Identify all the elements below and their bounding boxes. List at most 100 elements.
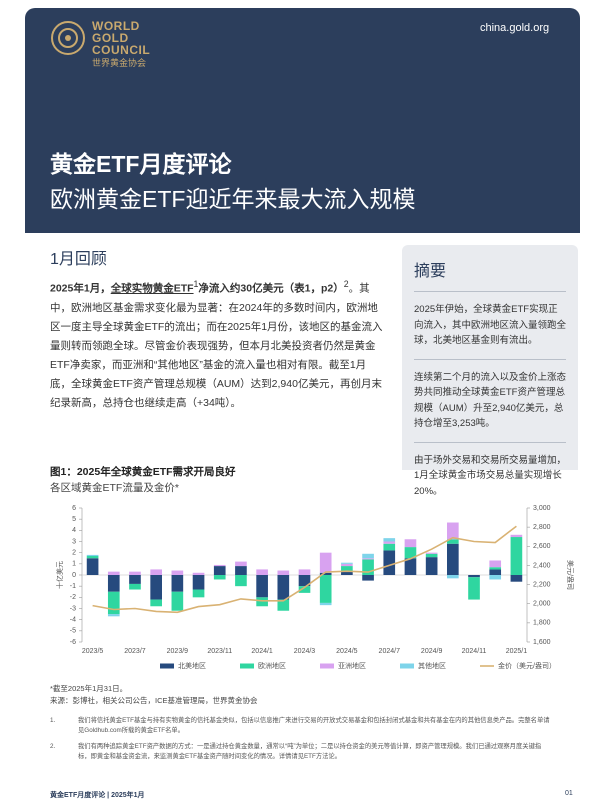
bar-segment xyxy=(362,575,374,581)
y2-tick-label: 1,800 xyxy=(533,620,551,627)
bar-segment xyxy=(489,560,502,568)
bar-segment xyxy=(404,558,417,575)
bar-segment xyxy=(150,569,162,575)
paragraph: 2025年1月，全球实物黄金ETF1净流入约30亿美元（表1，p2）2。其中，欧… xyxy=(50,275,385,413)
x-tick-label: 2024/11 xyxy=(462,648,487,655)
y-tick-label: -3 xyxy=(70,605,76,612)
bar-segment xyxy=(298,569,311,575)
bar-segment xyxy=(298,586,311,593)
bar-segment xyxy=(425,557,438,575)
bar-segment xyxy=(425,553,438,558)
y-tick-label: -1 xyxy=(70,583,76,590)
bar-segment xyxy=(319,552,332,573)
y2-tick-label: 3,000 xyxy=(533,505,551,512)
bar-segment xyxy=(319,572,332,575)
bar-segment xyxy=(341,562,353,564)
bar-segment xyxy=(298,575,311,587)
title: 黄金ETF月度评论 xyxy=(50,151,232,177)
logo-word: WORLD xyxy=(92,19,140,33)
subtitle: 欧洲黄金ETF迎近年来最大流入规模 xyxy=(50,186,416,212)
bar-segment xyxy=(362,553,374,559)
bar-segment xyxy=(192,589,205,598)
y-tick-label: 5 xyxy=(72,516,76,523)
chart-source: 来源：彭博社，相关公司公告，ICE基准管理局，世界黄金协会 xyxy=(50,696,258,705)
bar-segment xyxy=(213,566,226,575)
footnote-text: 我们将信托黄金ETF基金与持有实物黄金的信托基金类似，包括以信息推广来进行交易的… xyxy=(78,717,550,734)
logo-word: GOLD xyxy=(92,31,129,45)
bar-segment xyxy=(256,569,268,575)
x-tick-label: 2023/11 xyxy=(207,648,232,655)
bar-segment xyxy=(256,575,268,598)
bar-segment xyxy=(107,591,120,615)
bar-segment xyxy=(447,539,459,544)
y-tick-label: -6 xyxy=(70,639,76,646)
bar-segment xyxy=(129,583,141,590)
legend-label: 金价（美元/盎司） xyxy=(498,661,556,670)
chart: -6 -5 -4 -3 -2 -1 0 1 2 3 4 5 6 1,600 1,800 2,000 2,200 2… xyxy=(55,505,575,670)
bar-segment xyxy=(468,575,480,578)
logo-cn: 世界黄金协会 xyxy=(92,58,147,68)
x-tick-label: 2025/1 xyxy=(506,648,528,655)
y-tick-label: 2 xyxy=(72,550,76,557)
bar-segment xyxy=(256,597,268,607)
bar-segment xyxy=(404,547,417,559)
y-tick-label: -4 xyxy=(70,617,76,624)
bar-segment xyxy=(86,554,99,557)
legend-swatch xyxy=(240,663,254,669)
bar-segment xyxy=(129,571,141,575)
x-tick-label: 2024/5 xyxy=(336,648,358,655)
y2-tick-label: 2,600 xyxy=(533,543,551,550)
logo-text: WORLD GOLD COUNCIL 世界黄金协会 xyxy=(92,20,150,69)
bar-segment xyxy=(383,543,396,551)
x-tick-label: 2023/9 xyxy=(167,648,189,655)
bar-segment xyxy=(277,570,290,575)
y-tick-label: 6 xyxy=(72,505,76,512)
bar-segment xyxy=(107,614,120,617)
legend-label: 欧洲地区 xyxy=(258,661,286,670)
bar-segment xyxy=(192,572,205,575)
bar-segment xyxy=(319,575,332,603)
y2-tick-label: 1,600 xyxy=(533,639,551,646)
bar-segment xyxy=(150,575,162,600)
bar-segment xyxy=(447,522,459,540)
bar-segment xyxy=(235,561,247,567)
y-tick-label: 0 xyxy=(72,572,76,579)
footnote-number: 1. xyxy=(50,717,56,724)
y2-axis-label: 美元/盎司 xyxy=(566,560,575,590)
bar-segment xyxy=(107,575,120,592)
bar-segment xyxy=(213,564,226,567)
y-tick-label: -5 xyxy=(70,628,76,635)
y-axis-label: 十亿美元 xyxy=(55,561,64,589)
footnote-text: 我们有两种追踪黄金ETF资产数据的方式：一是通过持仓黄金数量，通常以“吨”为单位… xyxy=(78,743,542,760)
y2-tick-label: 2,000 xyxy=(533,601,551,608)
link[interactable]: 全球实物黄金ETF xyxy=(110,282,194,295)
bar-segment xyxy=(489,575,502,580)
y-tick-label: -2 xyxy=(70,594,76,601)
footnote: 2. 我们有两种追踪黄金ETF资产数据的方式：一是通过持仓黄金数量，通常以“吨”为… xyxy=(50,742,550,762)
figure-subtitle: 各区域黄金ETF流量及金价* xyxy=(50,482,179,494)
y-tick-label: 4 xyxy=(72,527,76,534)
bar-segment xyxy=(510,534,523,538)
bar-segment xyxy=(362,558,374,560)
bar-segment xyxy=(129,575,141,584)
bar-segment xyxy=(192,575,205,590)
summary-item: 连续第二个月的流入以及金价上涨态势共同推动全球黄金ETF资产管理总规模（AUM）… xyxy=(414,371,567,430)
legend-swatch xyxy=(160,663,174,669)
bar-segment xyxy=(107,571,120,575)
summary-item: 由于场外交易和交易所交易量增加，1月全球黄金市场交易总量实现增长20%。 xyxy=(414,454,567,497)
bar-segment xyxy=(319,602,332,606)
logo-word: COUNCIL xyxy=(92,43,151,57)
bar-segment xyxy=(383,538,396,542)
bar-segment xyxy=(277,575,290,600)
bar-segment xyxy=(171,570,184,575)
bar-segment xyxy=(489,567,502,570)
body-text: 。其中，欧洲地区基金需求变化最为显著：在2024年的多数时间内，欧洲地区一度主导… xyxy=(50,282,383,409)
summary-heading: 摘要 xyxy=(414,263,447,280)
divider xyxy=(414,291,566,292)
footnote: 1. 我们将信托黄金ETF基金与持有实物黄金的信托基金类似，包括以信息推广来进行交… xyxy=(50,716,550,736)
x-tick-label: 2024/9 xyxy=(421,648,443,655)
bar-segment xyxy=(341,563,353,567)
bar-segment xyxy=(86,558,99,575)
bar-segment xyxy=(383,550,396,575)
site-url[interactable]: china.gold.org xyxy=(480,22,550,34)
